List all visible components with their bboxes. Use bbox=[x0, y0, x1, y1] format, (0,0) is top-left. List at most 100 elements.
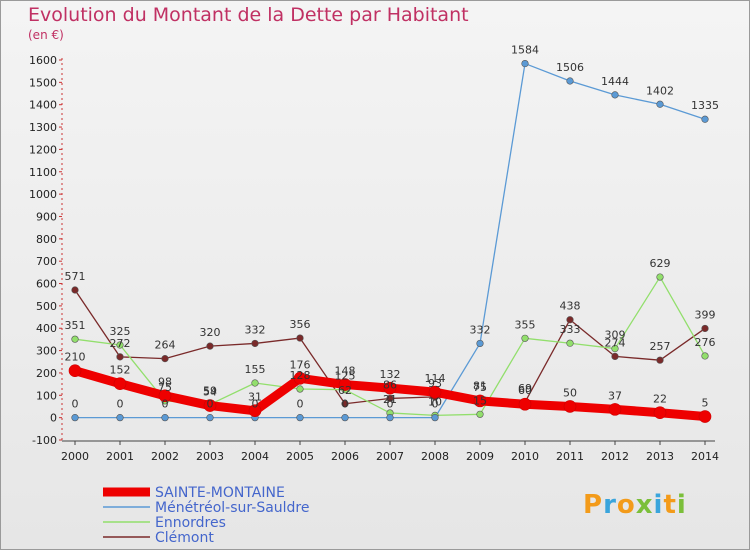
unit-label: (en €) bbox=[28, 28, 64, 42]
data-label: 264 bbox=[155, 339, 176, 352]
data-point bbox=[296, 334, 304, 342]
data-point bbox=[518, 397, 532, 411]
data-label: 356 bbox=[290, 318, 311, 331]
data-point bbox=[608, 403, 622, 416]
x-tick-label: 2012 bbox=[601, 450, 629, 463]
data-label: 86 bbox=[383, 378, 397, 391]
data-point bbox=[386, 394, 394, 403]
data-label: 50 bbox=[563, 386, 577, 399]
data-label: 125 bbox=[335, 370, 356, 383]
y-tick-label: 700 bbox=[36, 255, 57, 268]
data-label: 60 bbox=[518, 384, 532, 397]
data-label: 257 bbox=[650, 340, 671, 353]
y-tick-label: 400 bbox=[36, 322, 57, 335]
y-tick-label: 1500 bbox=[29, 76, 57, 89]
data-point bbox=[338, 378, 352, 391]
data-point bbox=[248, 404, 262, 418]
data-label: 75 bbox=[158, 381, 172, 394]
data-label: 438 bbox=[560, 300, 581, 313]
data-label: 0 bbox=[162, 398, 169, 411]
data-point bbox=[386, 414, 394, 422]
data-label: 148 bbox=[335, 365, 356, 378]
data-point bbox=[566, 316, 574, 324]
y-tick-label: 500 bbox=[36, 300, 57, 313]
logo-letter: i bbox=[653, 490, 664, 520]
data-label: 0 bbox=[387, 398, 394, 411]
data-label: 98 bbox=[158, 376, 172, 389]
series-line-1 bbox=[74, 62, 706, 419]
logo-letter: i bbox=[676, 490, 687, 520]
legend-label: Clémont bbox=[155, 530, 214, 546]
x-tick-label: 2006 bbox=[331, 450, 359, 463]
data-point bbox=[113, 377, 127, 390]
data-point bbox=[428, 385, 442, 399]
data-label: 114 bbox=[425, 372, 446, 385]
y-tick-label: 1100 bbox=[29, 166, 57, 179]
series-lines bbox=[70, 62, 710, 422]
data-point bbox=[71, 414, 79, 422]
data-point bbox=[341, 400, 349, 408]
data-point bbox=[656, 100, 664, 108]
data-point bbox=[698, 410, 712, 423]
data-point bbox=[473, 394, 487, 408]
data-label: 1444 bbox=[601, 75, 629, 88]
data-label: 0 bbox=[432, 398, 439, 411]
legend-label: SAINTE-MONTAINE bbox=[155, 485, 285, 501]
data-label: 59 bbox=[203, 384, 217, 397]
data-point bbox=[251, 339, 259, 348]
data-point bbox=[116, 353, 124, 361]
data-label: 1506 bbox=[556, 61, 584, 74]
data-point bbox=[701, 324, 709, 333]
data-point bbox=[158, 389, 172, 403]
x-tick-label: 2008 bbox=[421, 450, 449, 463]
data-point bbox=[161, 355, 169, 363]
data-point bbox=[203, 399, 217, 412]
data-label: 31 bbox=[248, 391, 262, 404]
proxiti-logo: Proxiti bbox=[583, 490, 687, 520]
data-label: 155 bbox=[245, 363, 266, 376]
data-point bbox=[656, 356, 664, 364]
data-point bbox=[566, 339, 574, 347]
data-label: 320 bbox=[200, 326, 221, 339]
logo-letter: t bbox=[663, 490, 677, 520]
logo-letter: r bbox=[603, 490, 617, 520]
data-label: 210 bbox=[65, 351, 86, 364]
data-point bbox=[206, 342, 214, 350]
data-point bbox=[341, 414, 349, 422]
data-label: 0 bbox=[117, 398, 124, 411]
data-point bbox=[68, 364, 82, 378]
data-label: 128 bbox=[290, 369, 311, 382]
data-label: 325 bbox=[110, 325, 131, 338]
data-point bbox=[566, 77, 574, 85]
data-label: 333 bbox=[560, 323, 581, 336]
x-tick-label: 2013 bbox=[646, 450, 674, 463]
logo-letter: o bbox=[616, 490, 636, 520]
data-label: 10 bbox=[428, 395, 442, 408]
data-label: 332 bbox=[245, 323, 266, 336]
data-label: 1584 bbox=[511, 44, 539, 57]
data-label: 62 bbox=[338, 384, 352, 397]
data-point bbox=[296, 414, 304, 422]
y-tick-label: 300 bbox=[36, 345, 57, 358]
data-label: 0 bbox=[252, 398, 259, 411]
data-point bbox=[71, 335, 79, 343]
y-tick-label: 1000 bbox=[29, 188, 57, 201]
data-label: 0 bbox=[342, 398, 349, 411]
data-label: 0 bbox=[207, 398, 214, 411]
chart-title: Evolution du Montant de la Dette par Hab… bbox=[28, 4, 469, 26]
data-point bbox=[701, 115, 709, 123]
data-label: 176 bbox=[290, 358, 311, 371]
data-point bbox=[476, 339, 484, 348]
y-tick-label: 1600 bbox=[29, 54, 57, 67]
data-label: 0 bbox=[72, 398, 79, 411]
data-point bbox=[431, 414, 439, 422]
data-label: 272 bbox=[110, 337, 131, 350]
data-label: 93 bbox=[428, 377, 442, 390]
axes: -100010020030040050060070080090010001100… bbox=[29, 54, 719, 463]
x-tick-label: 2002 bbox=[151, 450, 179, 463]
legend-label: Ennordres bbox=[155, 515, 226, 531]
x-tick-label: 2003 bbox=[196, 450, 224, 463]
y-tick-label: 1300 bbox=[29, 121, 57, 134]
